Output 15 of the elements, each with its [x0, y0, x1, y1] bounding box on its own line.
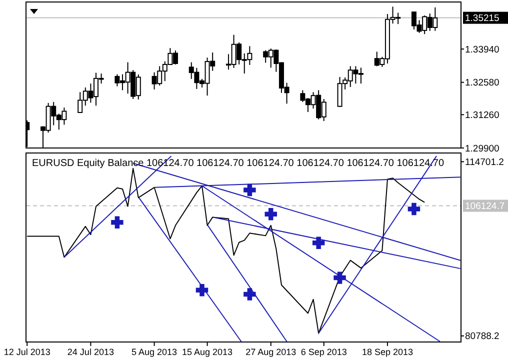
y-tick-label: 114701.2	[465, 157, 504, 168]
y-tick-label: 1.32580	[465, 78, 500, 89]
x-tick-label: 6 Sep 2013	[300, 347, 347, 357]
x-tick-label: 24 Jul 2013	[67, 347, 114, 357]
x-tick-label: 5 Aug 2013	[132, 347, 178, 357]
x-tick-label: 12 Jul 2013	[4, 347, 50, 357]
x-tick-label: 15 Aug 2013	[182, 347, 233, 357]
x-tick-label: 18 Sep 2013	[362, 347, 413, 357]
y-tick-label: 1.33940	[465, 44, 500, 56]
y-tick-label: 80788.2	[465, 331, 500, 342]
ref-line-label: 1.35215	[465, 13, 500, 24]
y-tick-label: 1.31260	[465, 110, 500, 122]
x-tick-label: 27 Aug 2013	[246, 347, 296, 357]
ref-line-label: 106124.7	[465, 201, 505, 212]
y-tick-label: 1.29900	[465, 143, 500, 154]
